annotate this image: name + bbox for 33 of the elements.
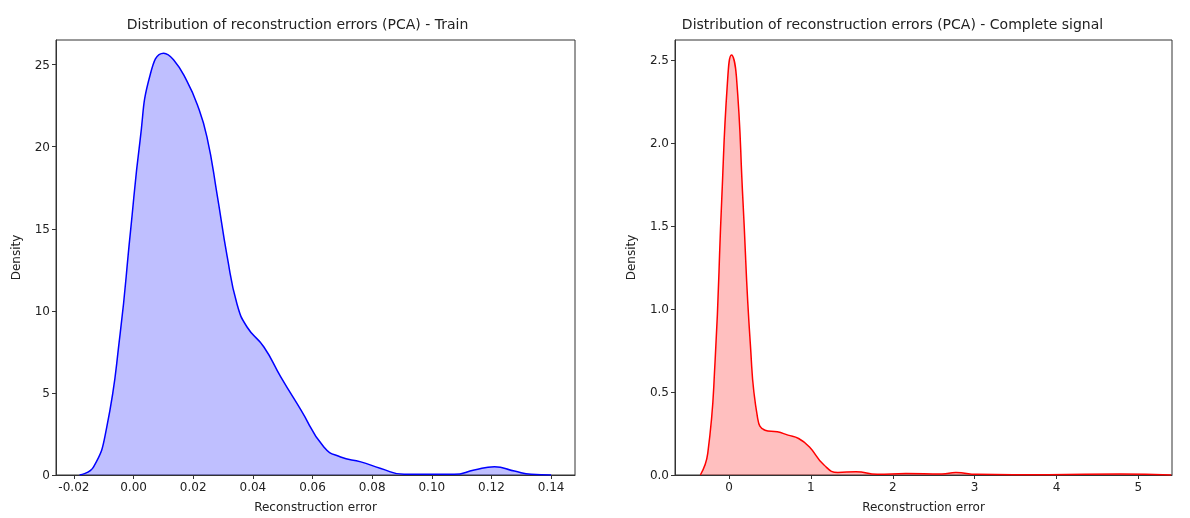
y-tick-label: 1.0	[649, 301, 669, 316]
x-axis-title: Reconstruction error	[254, 500, 377, 514]
x-axis-title: Reconstruction error	[862, 500, 985, 514]
x-tick-label: -0.02	[58, 480, 90, 494]
x-tick-label: 1	[807, 480, 815, 494]
y-tick-label: 1.5	[649, 218, 669, 233]
y-tick-label: 0.0	[649, 468, 669, 482]
y-tick-label: 25	[34, 57, 50, 72]
x-tick-label: 0.10	[418, 480, 446, 494]
y-tick-label: 0.5	[649, 384, 669, 399]
x-tick-label: 0.04	[239, 480, 267, 494]
x-tick-label: 0.06	[299, 480, 326, 494]
y-tick-label: 10	[34, 303, 50, 318]
y-tick-label: 20	[34, 139, 50, 154]
x-tick-label: 0.08	[358, 480, 386, 494]
y-tick-label: 2.5	[649, 52, 669, 67]
y-tick-label: 2.0	[649, 135, 669, 150]
x-tick-label: 4	[1052, 480, 1061, 494]
chart-title: Distribution of reconstruction errors (PCA) - Train	[126, 16, 469, 32]
x-tick-label: 0.14	[537, 480, 565, 494]
x-tick-label: 0.12	[478, 480, 505, 494]
x-tick-label: 0.02	[179, 480, 207, 494]
chart-title: Distribution of reconstruction errors (PCA) - Complete signal	[681, 16, 1104, 32]
x-tick-label: 5	[1134, 480, 1143, 494]
y-tick-label: 5	[42, 385, 50, 400]
x-tick-label: 0	[725, 480, 733, 494]
y-axis-title: Density	[9, 234, 23, 281]
x-tick-label: 2	[888, 480, 897, 494]
y-tick-label: 0	[42, 468, 50, 482]
y-axis-title: Density	[624, 234, 638, 281]
x-tick-label: 0.00	[120, 480, 147, 494]
x-tick-label: 3	[970, 480, 979, 494]
y-tick-label: 15	[34, 221, 50, 236]
